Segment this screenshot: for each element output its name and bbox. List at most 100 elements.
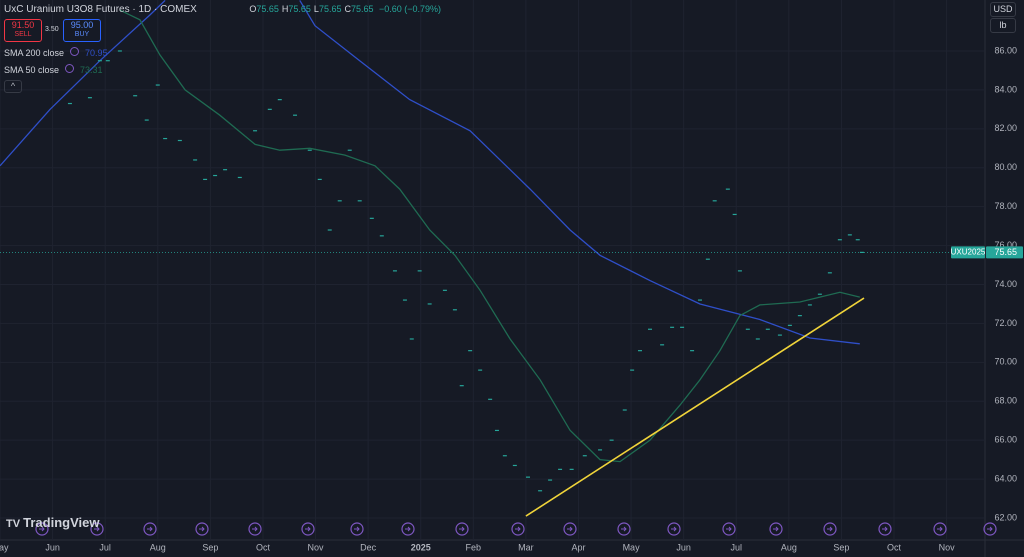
event-arrow [567, 526, 573, 532]
ohlc-key: C [344, 4, 351, 14]
event-arrow [459, 526, 465, 532]
y-tick-label: 70.00 [994, 357, 1017, 367]
x-tick-label: Feb [466, 542, 482, 552]
y-tick-label: 66.00 [994, 435, 1017, 445]
x-tick-label: 2025 [411, 542, 431, 552]
y-tick-label: 86.00 [994, 45, 1017, 55]
x-tick-label: Nov [939, 542, 956, 552]
event-icon [933, 522, 947, 536]
collapse-button[interactable]: ^ [4, 80, 22, 93]
event-icon [35, 522, 49, 536]
event-arrow [39, 526, 45, 532]
unit[interactable]: lb [990, 18, 1016, 33]
event-arrow [252, 526, 258, 532]
event-arrow [726, 526, 732, 532]
plot [0, 0, 865, 517]
spread: 3.50 [45, 26, 59, 33]
event-arrow [882, 526, 888, 532]
x-tick-label: Jun [676, 542, 691, 552]
x-tick-label: Apr [571, 542, 585, 552]
event-icon [667, 522, 681, 536]
indicator-value: 73.31 [80, 65, 103, 75]
event-arrow [937, 526, 943, 532]
event-arrow [515, 526, 521, 532]
y-tick-label: 64.00 [994, 473, 1017, 483]
sma-line [119, 9, 860, 463]
x-tick-label: Dec [360, 542, 377, 552]
buy-button[interactable]: 95.00 BUY [63, 19, 101, 42]
ohlc-key: H [281, 4, 289, 14]
ohlc-value: 75.65 [288, 4, 311, 14]
ohlc-key: O [249, 4, 257, 14]
currency[interactable]: USD [990, 2, 1016, 17]
x-tick-label: Mar [518, 542, 534, 552]
event-arrow [827, 526, 833, 532]
indicator[interactable]: SMA 50 close 73.31 [4, 64, 103, 75]
ohlc-key: L [313, 4, 319, 14]
x-tick-label: May [0, 542, 9, 552]
x-tick-label: Jul [99, 542, 111, 552]
last-price-name: UXU2025 [951, 247, 986, 256]
y-tick-label: 78.00 [994, 201, 1017, 211]
event-icon [878, 522, 892, 536]
buy-price: 95.00 [70, 20, 94, 30]
y-tick-label: 84.00 [994, 84, 1017, 94]
ohlc-value: 75.65 [318, 4, 342, 14]
event-icon [511, 522, 525, 536]
y-tick-label: 76.00 [994, 240, 1017, 250]
sell-label: SELL [14, 31, 32, 38]
symbol[interactable]: UxC Uranium U3O8 Futures · 1D · COMEX [4, 4, 197, 15]
y-tick-label: 62.00 [994, 512, 1017, 522]
event-arrow [671, 526, 677, 532]
price-axis-bg [985, 0, 1024, 557]
x-tick-label: Jul [730, 542, 742, 552]
buy-label: BUY [74, 31, 90, 38]
x-tick-label: Oct [256, 542, 271, 552]
x-tick-label: Oct [887, 542, 902, 552]
ohlc-value: 75.65 [350, 4, 374, 14]
event-icon [143, 522, 157, 536]
last-price-value: 75.65 [994, 247, 1017, 257]
event-arrow [405, 526, 411, 532]
x-tick-label: May [623, 542, 641, 552]
event-arrow [987, 526, 993, 532]
indicator-name: SMA 50 close [4, 65, 60, 75]
change: −0.60 (−0.79%) [379, 4, 442, 14]
event-arrow [305, 526, 311, 532]
logo-text: TradingView [23, 515, 100, 530]
last-price-tag [951, 246, 985, 259]
x-tick-label: Jun [45, 542, 60, 552]
event-icon [401, 522, 415, 536]
event-icon [301, 522, 315, 536]
ohlc-value: 75.65 [256, 4, 279, 14]
event-icon [823, 522, 837, 536]
indicator-name: SMA 200 close [4, 48, 65, 58]
sell-price: 91.50 [11, 20, 35, 30]
trend-line [525, 297, 865, 517]
event-arrow [94, 526, 100, 532]
indicator-icon [65, 64, 75, 73]
event-icon [90, 522, 104, 536]
ohlc: O75.65 H75.65 L75.65 C75.65 [249, 4, 376, 14]
x-tick-label: Aug [150, 542, 166, 552]
event-arrow [773, 526, 779, 532]
x-tick-label: Sep [202, 542, 218, 552]
y-tick-label: 82.00 [994, 123, 1017, 133]
indicator-value: 70.95 [85, 48, 108, 58]
indicator[interactable]: SMA 200 close 70.95 [4, 47, 108, 58]
y-tick-label: 74.00 [994, 279, 1017, 289]
event-arrow [621, 526, 627, 532]
x-tick-label: Sep [833, 542, 849, 552]
event-icon [195, 522, 209, 536]
last-price-box [986, 246, 1023, 259]
x-tick-label: Nov [308, 542, 325, 552]
sell-button[interactable]: 91.50 SELL [4, 19, 42, 42]
event-icon [722, 522, 736, 536]
y-tick-label: 72.00 [994, 318, 1017, 328]
legend-header: UxC Uranium U3O8 Futures · 1D · COMEX O7… [4, 4, 441, 15]
logo: TV TradingView [6, 515, 100, 530]
event-icon [769, 522, 783, 536]
event-icon [455, 522, 469, 536]
